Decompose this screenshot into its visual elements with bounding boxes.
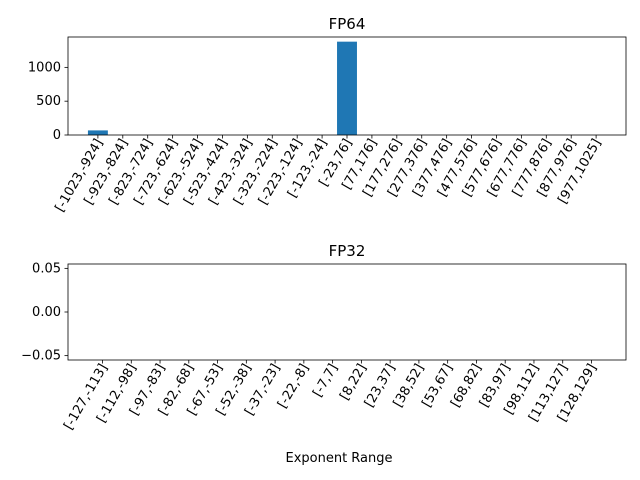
y-tick-label: 0 — [53, 128, 61, 143]
y-tick-label: 0.05 — [32, 261, 61, 276]
y-tick-label: 500 — [36, 94, 61, 109]
chart-title: FP32 — [329, 242, 366, 260]
fp32-panel: −0.050.000.05[-127,-113][-112,-98][-97,-… — [21, 242, 627, 466]
x-tick-label: [-7,7] — [310, 362, 341, 400]
bar-10 — [337, 41, 357, 135]
bar-0 — [87, 130, 108, 135]
y-tick-label: −0.05 — [21, 349, 61, 364]
y-tick-label: 1000 — [28, 60, 61, 75]
x-axis-label: Exponent Range — [285, 451, 392, 466]
axes-frame — [67, 263, 627, 361]
chart-title: FP64 — [329, 15, 366, 33]
fp64-panel: 05001000[-1023,-924][-923,-824][-823,-72… — [28, 15, 627, 215]
y-tick-label: 0.00 — [32, 305, 61, 320]
